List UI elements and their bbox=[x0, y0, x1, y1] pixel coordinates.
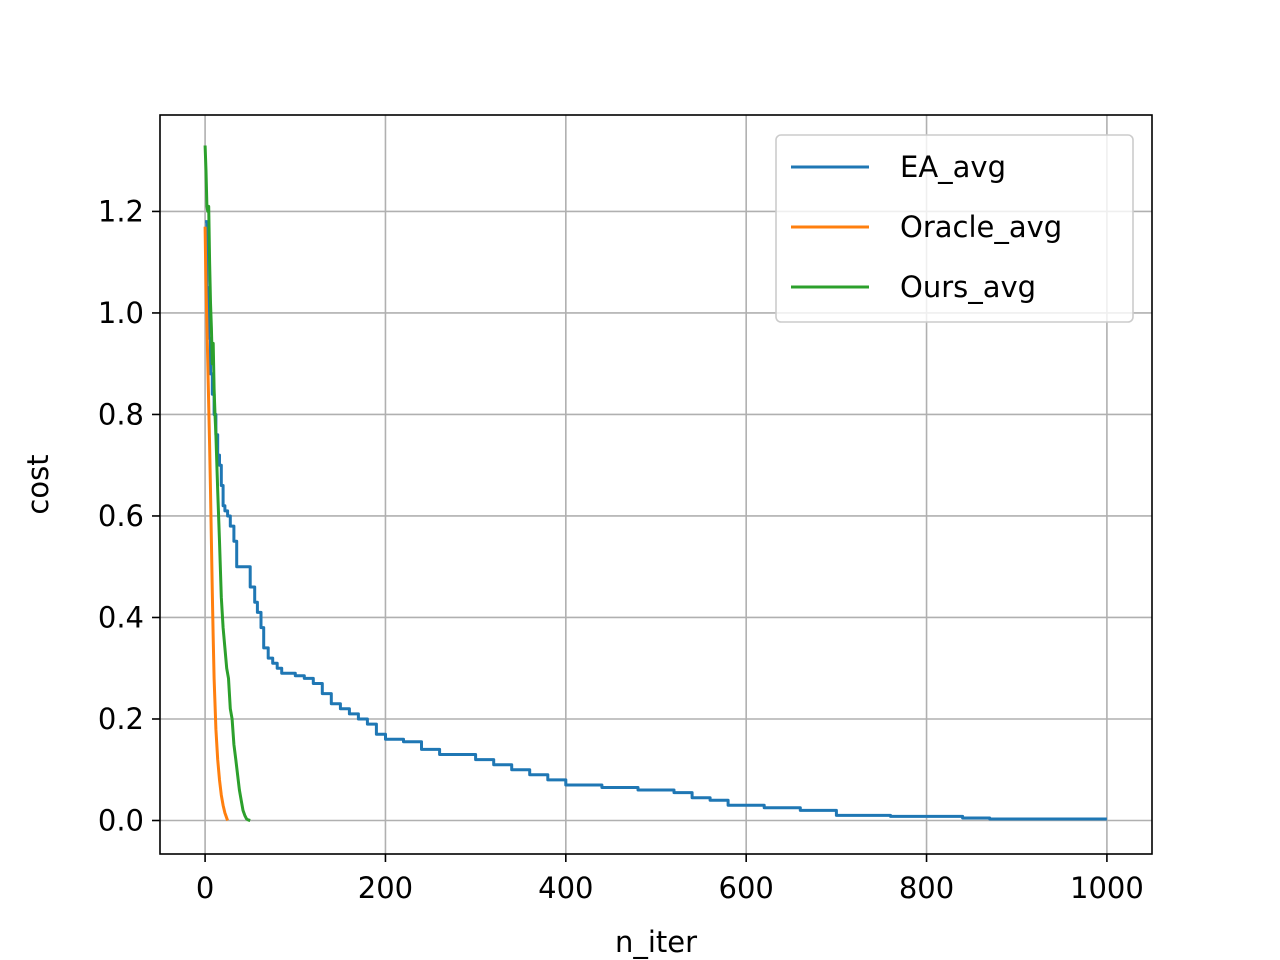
y-tick-label: 1.0 bbox=[98, 296, 144, 330]
x-axis-label: n_iter bbox=[615, 925, 697, 959]
y-tick-label: 0.2 bbox=[98, 702, 144, 736]
series-line-oracle-avg bbox=[203, 226, 230, 822]
x-tick-label: 800 bbox=[899, 871, 954, 905]
x-tick-label: 200 bbox=[358, 871, 413, 905]
legend-box bbox=[775, 134, 1134, 323]
y-axis: 0.0 0.2 0.4 0.6 0.8 1.0 1.2 bbox=[98, 194, 160, 838]
legend-label: EA_avg bbox=[900, 150, 1006, 184]
y-tick-label: 0.6 bbox=[98, 499, 144, 533]
series-layer bbox=[203, 145, 1107, 822]
x-axis: 0 200 400 600 800 1000 bbox=[196, 854, 1144, 905]
legend-label: Ours_avg bbox=[900, 270, 1036, 304]
y-tick-label: 0.8 bbox=[98, 397, 144, 431]
series-line-ours-avg bbox=[203, 145, 251, 822]
y-axis-label: cost bbox=[21, 454, 55, 514]
plot-frame bbox=[159, 114, 1153, 855]
legend: EA_avg Oracle_avg Ours_avg bbox=[775, 134, 1134, 323]
x-tick-label: 0 bbox=[196, 871, 214, 905]
x-tick-label: 400 bbox=[538, 871, 593, 905]
y-tick-label: 1.2 bbox=[98, 194, 144, 228]
series-line-ea-avg bbox=[205, 220, 1107, 821]
x-tick-label: 1000 bbox=[1070, 871, 1144, 905]
x-tick-label: 600 bbox=[719, 871, 774, 905]
y-tick-label: 0.0 bbox=[98, 804, 144, 838]
legend-label: Oracle_avg bbox=[900, 210, 1062, 244]
y-tick-label: 0.4 bbox=[98, 600, 144, 634]
grid-lines bbox=[160, 115, 1152, 854]
